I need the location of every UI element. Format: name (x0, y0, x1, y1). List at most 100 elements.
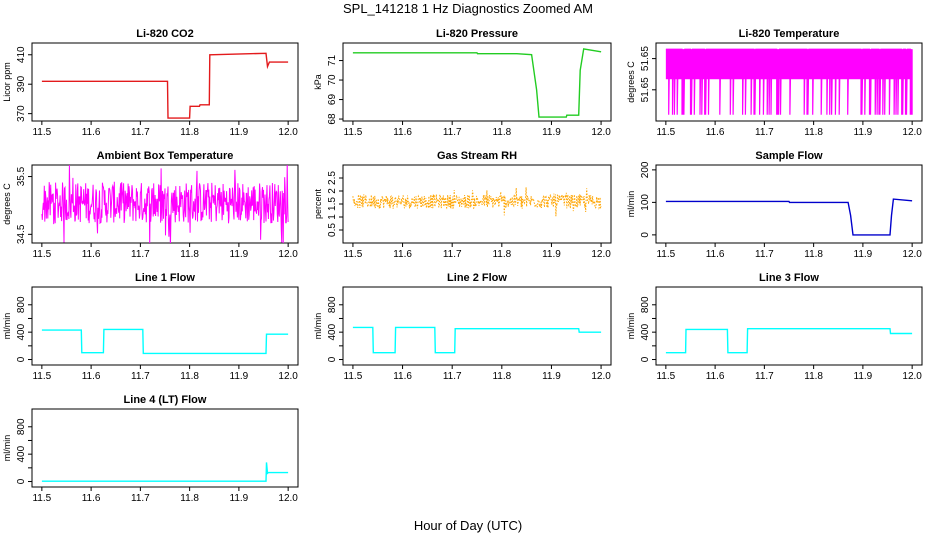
x-tick-label: 11.6 (82, 249, 101, 260)
panel-6: Sample Flow ml/min 11.5 11.6 11.7 11.8 11.9 12.… (626, 150, 923, 260)
y-axis-label: ml/min (626, 313, 636, 340)
panel-8: Line 2 Flow ml/min 11.5 11.6 11.7 11.8 11.9 12.… (313, 272, 612, 382)
x-tick-label: 11.9 (854, 371, 873, 382)
panel-title: Line 3 Flow (759, 272, 819, 284)
x-tick-label: 11.5 (656, 127, 675, 138)
series-line (352, 48, 602, 118)
x-tick-label: 11.7 (131, 249, 150, 260)
y-tick-label: 1.5 (327, 197, 338, 211)
x-tick-label: 12.0 (278, 371, 298, 382)
y-axis-label: ml/min (313, 313, 323, 340)
series-group (665, 198, 913, 236)
panel-title: Line 2 Flow (447, 272, 507, 284)
x-tick-label: 11.8 (804, 127, 823, 138)
x-tick-label: 11.6 (706, 371, 725, 382)
x-tick-label: 12.0 (591, 371, 611, 382)
panel-title: Line 1 Flow (135, 272, 195, 284)
y-tick-label: 1 (327, 214, 338, 220)
y-axis-label: degrees C (626, 61, 636, 103)
x-tick-label: 11.6 (393, 249, 412, 260)
panel-title: Li-820 Temperature (739, 28, 840, 40)
x-tick-label: 11.5 (32, 127, 51, 138)
y-tick-label: 51.65 (640, 46, 651, 71)
series-group (665, 328, 913, 354)
x-tick-label: 11.5 (32, 249, 51, 260)
panel-title: Li-820 CO2 (136, 28, 193, 40)
panel-title: Line 4 (LT) Flow (124, 394, 207, 406)
y-tick-label: 400 (16, 445, 27, 462)
figure-title: SPL_141218 1 Hz Diagnostics Zoomed AM (343, 1, 593, 16)
series-group (41, 462, 289, 482)
y-axis-label: ml/min (2, 435, 12, 462)
x-tick-label: 11.9 (230, 249, 249, 260)
y-tick-label: 35.5 (16, 166, 27, 186)
panel-5: Gas Stream RH percent 1 1.5 11.6 11.7 11.8 11.9… (313, 150, 612, 260)
series-line (665, 198, 913, 236)
series-line (41, 52, 289, 119)
series-group (41, 52, 289, 119)
panel-3: Li-820 Temperature degrees C 11.5 11.6 11.7 1… (626, 28, 923, 138)
x-tick-label: 11.6 (393, 127, 412, 138)
x-tick-label: 11.6 (706, 249, 725, 260)
series-line (41, 462, 289, 482)
plot-frame (31, 286, 299, 366)
x-tick-label: 11.7 (443, 249, 462, 260)
x-tick-label: 11.8 (804, 249, 823, 260)
x-tick-label: 11.8 (492, 249, 511, 260)
y-tick-label: 400 (16, 323, 27, 340)
y-tick-label: 400 (327, 323, 338, 340)
x-tick-label: 12.0 (902, 371, 922, 382)
x-tick-label: 11.9 (542, 371, 561, 382)
panel-7: Line 1 Flow ml/min 11.5 11.6 11.7 11.8 11.9 12.… (2, 272, 299, 382)
y-tick-label: 390 (16, 75, 27, 92)
y-tick-label: 100 (640, 194, 651, 211)
y-tick-label: 70 (327, 74, 338, 86)
y-tick-label: 370 (16, 105, 27, 122)
y-tick-label: 410 (16, 46, 27, 63)
panel-1: Li-820 CO2 Licor ppm 11.5 11.6 11.7 11.8 11.9 1… (2, 28, 299, 138)
panel-2: Li-820 Pressure kPa 11.5 11.6 11.7 11.8 11.9 12… (313, 28, 612, 138)
series-line (41, 328, 289, 355)
x-tick-label: 11.7 (131, 371, 150, 382)
y-tick-label: 0 (327, 356, 338, 362)
series-points (352, 187, 602, 217)
x-tick-label: 12.0 (278, 127, 298, 138)
y-tick-label: 34.5 (16, 224, 27, 244)
x-tick-label: 11.7 (755, 249, 774, 260)
y-axis-label: percent (313, 188, 323, 219)
x-tick-label: 11.6 (82, 127, 101, 138)
x-tick-label: 11.5 (656, 371, 675, 382)
series-group (352, 187, 602, 217)
y-tick-label: 69 (327, 94, 338, 106)
x-tick-label: 11.7 (755, 371, 774, 382)
y-tick-label: 68 (327, 113, 338, 125)
plot-frame (31, 42, 299, 122)
y-tick-label: 2.5 (327, 171, 338, 185)
x-tick-label: 11.5 (344, 127, 363, 138)
x-tick-label: 11.8 (492, 127, 511, 138)
y-tick-label: 800 (327, 296, 338, 313)
y-axis-label: ml/min (2, 313, 12, 340)
series-line (665, 48, 913, 115)
panel-title: Li-820 Pressure (436, 28, 518, 40)
x-tick-label: 11.9 (230, 127, 249, 138)
x-tick-label: 11.9 (230, 493, 249, 504)
panel-title: Gas Stream RH (437, 150, 517, 162)
panel-9: Line 3 Flow ml/min 11.5 11.6 11.7 11.8 11.9 12.… (626, 272, 923, 382)
x-tick-label: 12.0 (278, 249, 298, 260)
x-tick-label: 12.0 (902, 127, 922, 138)
x-tick-label: 11.6 (82, 493, 101, 504)
x-tick-label: 11.8 (804, 371, 823, 382)
x-tick-label: 11.5 (656, 249, 675, 260)
x-tick-label: 11.9 (542, 249, 561, 260)
series-group (352, 326, 602, 354)
y-axis-label: ml/min (626, 191, 636, 218)
x-tick-label: 12.0 (902, 249, 922, 260)
x-tick-label: 11.5 (32, 493, 51, 504)
x-tick-label: 11.6 (82, 371, 101, 382)
y-tick-label: 0 (16, 478, 27, 484)
x-tick-label: 11.8 (180, 127, 199, 138)
x-tick-label: 11.6 (706, 127, 725, 138)
